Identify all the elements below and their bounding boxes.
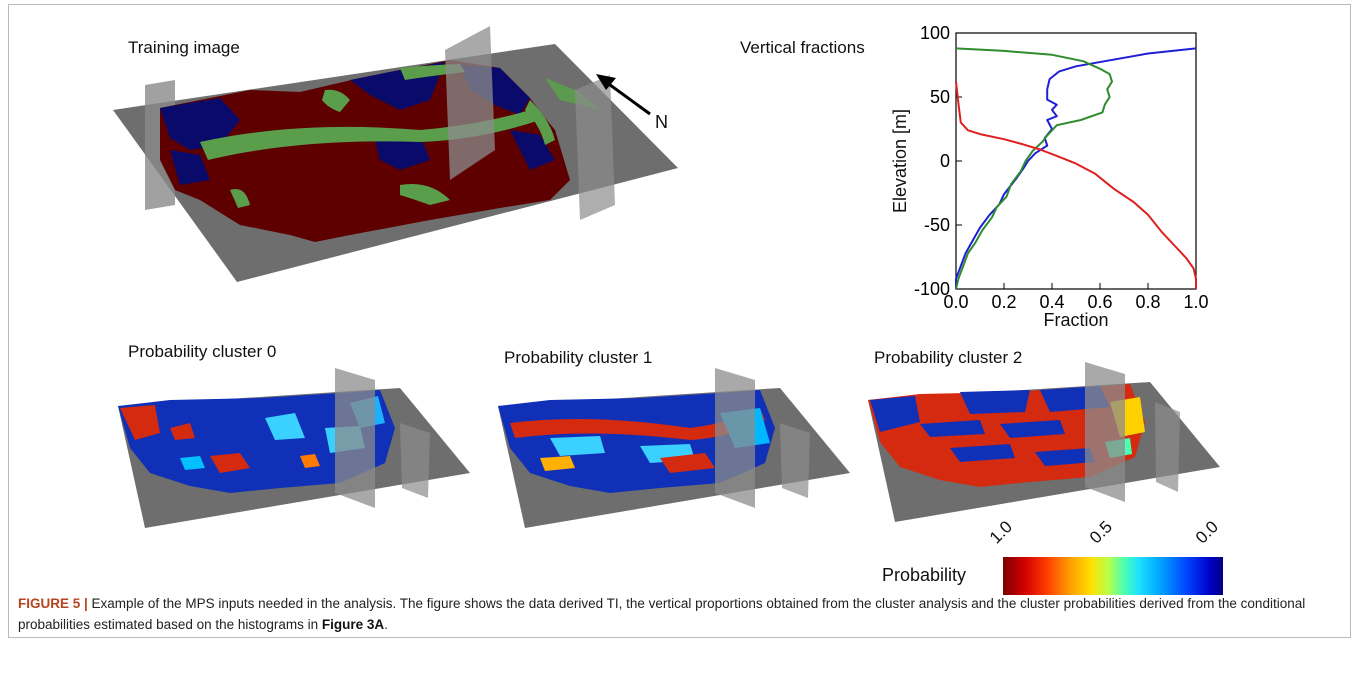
chart-frame <box>955 32 1197 290</box>
x-tick-label: 0.2 <box>991 292 1016 312</box>
y-tick-label: -100 <box>914 279 950 299</box>
x-tick-label: 0.0 <box>943 292 968 312</box>
training-image-render <box>113 26 678 282</box>
series-line-2 <box>955 81 1197 289</box>
figure-frame <box>8 4 1351 638</box>
y-tick-label: 100 <box>920 23 950 43</box>
x-tick-label: 0.6 <box>1087 292 1112 312</box>
y-tick-label: 0 <box>940 151 950 171</box>
north-arrow-icon <box>596 74 651 116</box>
x-axis-label: Fraction <box>1043 310 1108 330</box>
series-line-0 <box>955 47 1197 289</box>
figure-caption: FIGURE 5 | Example of the MPS inputs nee… <box>18 593 1338 635</box>
series-line-1 <box>955 47 1113 290</box>
x-tick-label: 0.4 <box>1039 292 1064 312</box>
cluster2-title: Probability cluster 2 <box>874 348 1023 367</box>
x-tick-label: 0.8 <box>1135 292 1160 312</box>
y-tick-label: -50 <box>924 215 950 235</box>
y-axis-label: Elevation [m] <box>890 109 910 213</box>
training-image-title: Training image <box>128 38 240 57</box>
caption-text: Example of the MPS inputs needed in the … <box>18 596 1306 632</box>
colorbar-label: Probability <box>882 565 967 585</box>
cluster1-render <box>498 368 850 528</box>
y-tick-label: 50 <box>930 87 950 107</box>
caption-end: . <box>384 617 388 632</box>
cluster1-title: Probability cluster 1 <box>504 348 653 367</box>
probability-colorbar <box>1003 557 1223 595</box>
training-vertical-plane-right <box>445 26 495 180</box>
vertical-fractions-chart: 0.0 0.2 0.4 0.6 0.8 1.0 100 50 0 -50 -100 Fractio… <box>890 23 1209 330</box>
x-tick-label: 1.0 <box>1183 292 1208 312</box>
north-label: N <box>655 112 668 132</box>
cluster0-render <box>118 368 470 528</box>
cluster2-render <box>868 362 1220 522</box>
cluster0-title: Probability cluster 0 <box>128 342 277 361</box>
vertical-fractions-title: Vertical fractions <box>740 38 865 57</box>
caption-figure-ref: Figure 3A <box>321 617 385 632</box>
caption-figure-label: FIGURE 5 | <box>18 596 88 611</box>
